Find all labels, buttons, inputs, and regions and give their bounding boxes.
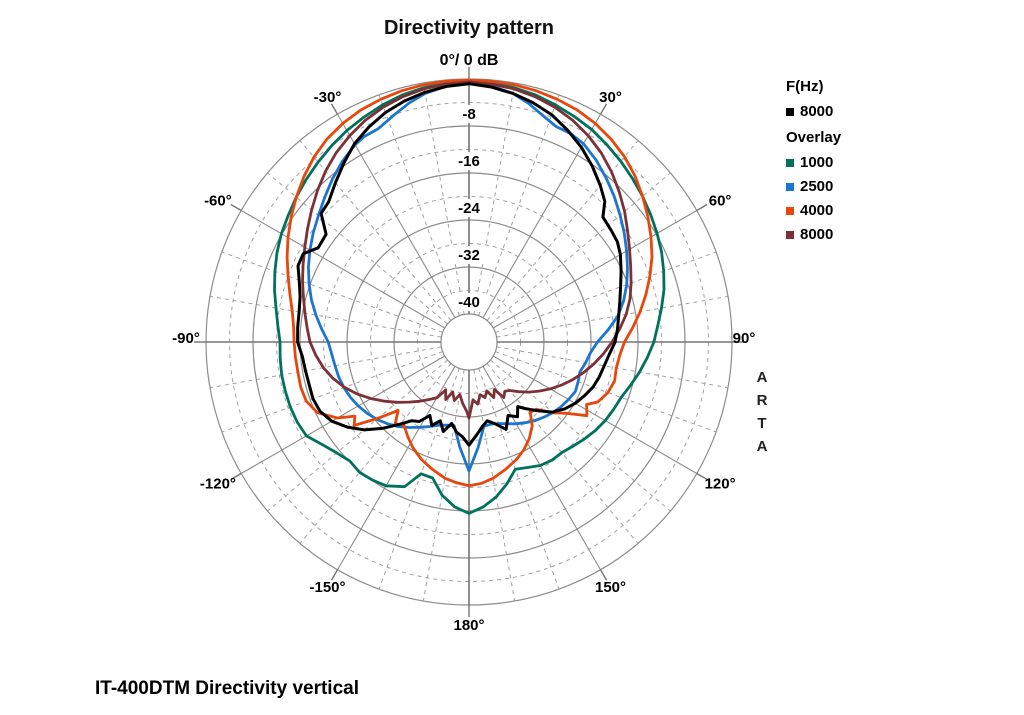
db-labels: -8 -16 -24 -32 -40 — [452, 105, 486, 311]
legend-item-label: 2500 — [800, 178, 834, 195]
angle-label--60: -60° — [204, 193, 232, 210]
grid-spoke-minor — [486, 140, 639, 321]
db-tick-label: -16 — [458, 153, 480, 170]
series-overlay-8000 — [301, 80, 633, 420]
db-tick-label: -40 — [458, 294, 480, 311]
grid-spoke-major — [492, 210, 698, 329]
watermark-letter: T — [757, 415, 767, 432]
angle-label--120: -120° — [200, 476, 236, 493]
series-fhz-8000 — [296, 82, 623, 447]
top-axis-label: 0°/ 0 dB — [440, 52, 499, 69]
grid-spoke-minor — [490, 359, 671, 512]
angle-tick — [330, 569, 339, 581]
legend-primary-items: 8000 — [786, 104, 841, 120]
db-label-bg — [452, 246, 486, 264]
db-label-bg — [452, 152, 486, 170]
grid-spoke-minor — [422, 369, 465, 602]
grid-spoke-minor — [495, 351, 717, 433]
legend-overlay-items: 1000 2500 4000 8000 — [786, 155, 841, 243]
legend-item-label: 8000 — [800, 226, 834, 243]
grid-spoke-minor — [495, 251, 717, 333]
angle-label-150: 150° — [595, 579, 626, 596]
grid-spoke-minor — [422, 82, 465, 315]
grid-spoke-major — [337, 365, 456, 571]
grid-spoke-major — [492, 355, 698, 474]
grid-spoke-minor — [221, 351, 443, 433]
legend-item-4000: 4000 — [786, 203, 841, 219]
legend-overlay-label: Overlay — [786, 129, 842, 146]
db-label-bg — [452, 293, 486, 311]
legend-primary-label: F(Hz) — [786, 78, 824, 95]
grid-spoke-minor — [378, 368, 460, 590]
grid-ring-major — [440, 313, 498, 371]
db-tick-label: -24 — [458, 200, 480, 217]
angle-label--90: -90° — [172, 330, 200, 347]
legend-item-label: 4000 — [800, 202, 834, 219]
grid-spoke-minor — [209, 346, 442, 389]
series-group — [273, 78, 666, 515]
db-label-bg — [452, 105, 486, 123]
angle-tick — [696, 203, 708, 212]
grid-spoke-minor — [473, 82, 516, 315]
angle-label-30: 30° — [599, 89, 622, 106]
legend-swatch — [786, 183, 794, 191]
watermark-letter: A — [756, 438, 768, 455]
angle-tick — [599, 569, 608, 581]
angle-label-60: 60° — [709, 193, 732, 210]
grid-spoke-minor — [378, 94, 460, 316]
grid-spoke-minor — [473, 369, 516, 602]
chart-caption: IT-400DTM Directivity vertical — [95, 678, 359, 699]
grid-spoke-minor — [267, 172, 448, 325]
angle-label-90: 90° — [733, 330, 756, 347]
legend-item-8000: 8000 — [786, 227, 841, 243]
legend-item-8000: 8000 — [786, 104, 841, 120]
db-label-bg — [452, 199, 486, 217]
grid-spoke-minor — [496, 295, 729, 338]
grid-spoke-major — [240, 355, 446, 474]
grid-spoke-minor — [496, 346, 729, 389]
grid-spoke-minor — [478, 368, 560, 590]
angle-tick — [696, 472, 708, 481]
grid-spoke-minor — [267, 359, 448, 512]
grid-spoke-major — [240, 210, 446, 329]
watermark-letter: R — [756, 392, 768, 409]
legend-swatch — [786, 207, 794, 215]
legend-item-label: 8000 — [800, 103, 834, 120]
series-overlay-4000 — [285, 78, 654, 488]
angle-label-120: 120° — [705, 476, 736, 493]
legend-swatch — [786, 108, 794, 116]
grid-spoke-minor — [490, 172, 671, 325]
legend-swatch — [786, 159, 794, 167]
grid-spoke-major — [482, 365, 601, 571]
angle-label-180: 180° — [453, 617, 484, 634]
angle-label--30: -30° — [314, 89, 342, 106]
angle-tick — [330, 103, 339, 115]
chart-title: Directivity pattern — [383, 17, 555, 39]
legend-item-label: 1000 — [800, 154, 834, 171]
angle-labels: -30° 30° -60° 60° -90° 90° -120° 120° -150° 150° 1… — [172, 89, 755, 634]
grid-spoke-minor — [299, 363, 452, 544]
grid-spoke-minor — [209, 295, 442, 338]
legend-item-1000: 1000 — [786, 155, 841, 171]
angle-tick — [230, 203, 242, 212]
angle-label--150: -150° — [309, 579, 345, 596]
polar-grid — [194, 67, 744, 617]
grid-spoke-major — [337, 113, 456, 319]
legend-item-2500: 2500 — [786, 179, 841, 195]
angle-tick — [599, 103, 608, 115]
legend-swatch — [786, 231, 794, 239]
db-tick-label: -8 — [462, 106, 475, 123]
grid-spoke-minor — [486, 363, 639, 544]
grid-spoke-minor — [478, 94, 560, 316]
grid-spoke-minor — [221, 251, 443, 333]
legend: F(Hz) 8000 Overlay 1000 2500 4000 8000 — [786, 79, 841, 251]
angle-tick — [230, 472, 242, 481]
watermark-letter: A — [756, 369, 768, 386]
db-tick-label: -32 — [458, 247, 480, 264]
